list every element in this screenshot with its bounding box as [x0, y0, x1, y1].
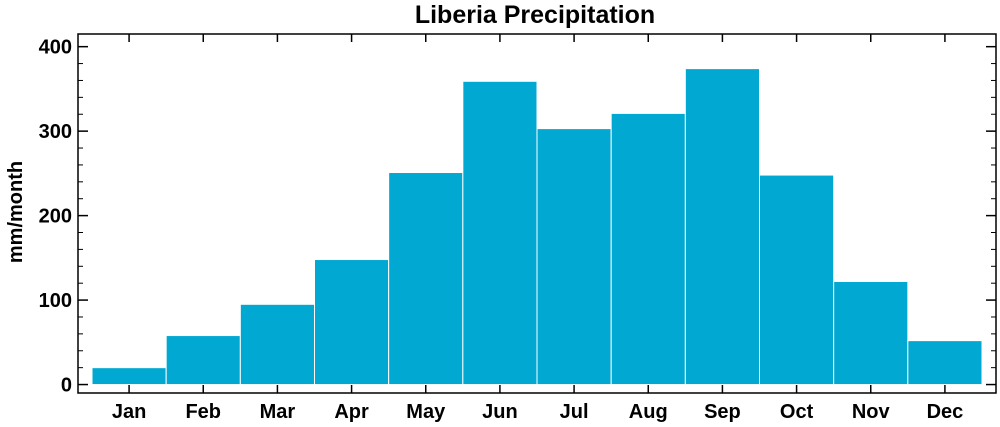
x-tick-label-jan: Jan [112, 401, 146, 423]
bar-dec [907, 340, 983, 386]
bar-jul [536, 128, 612, 386]
x-tick-labels: Jan Feb Mar Apr May Jun Jul Aug Sep Oct Nov Dec [112, 401, 963, 423]
x-tick-label-sep: Sep [704, 401, 741, 423]
y-axis-label: mm/month [5, 161, 27, 263]
chart-title: Liberia Precipitation [415, 1, 655, 29]
bar-oct [759, 174, 835, 386]
x-tick-label-mar: Mar [260, 401, 296, 423]
bar-nov [833, 281, 909, 386]
y-tick-label: 300 [39, 121, 72, 143]
x-tick-label-oct: Oct [780, 401, 814, 423]
bar-feb [165, 335, 241, 386]
x-tick-label-aug: Aug [629, 401, 668, 423]
x-tick-label-dec: Dec [927, 401, 964, 423]
bar-aug [610, 112, 686, 386]
x-tick-label-nov: Nov [852, 401, 891, 423]
ticks-group [78, 34, 996, 393]
y-tick-label: 0 [61, 375, 72, 397]
x-tick-label-apr: Apr [334, 401, 369, 423]
bar-sep [684, 68, 761, 386]
bar-may [388, 172, 464, 386]
y-tick-label: 200 [39, 206, 72, 228]
x-tick-label-may: May [406, 401, 446, 423]
bar-jan [91, 367, 167, 386]
y-tick-label: 400 [39, 37, 72, 59]
bars-group [91, 68, 983, 386]
bar-apr [314, 259, 390, 386]
bar-mar [239, 303, 315, 386]
plot-frame [77, 33, 997, 394]
y-tick-labels: 0 100 200 300 400 [39, 37, 72, 397]
x-tick-label-feb: Feb [185, 401, 221, 423]
y-tick-label: 100 [39, 290, 72, 312]
x-tick-label-jun: Jun [482, 401, 518, 423]
x-tick-label-jul: Jul [560, 401, 589, 423]
bar-jun [462, 80, 538, 386]
